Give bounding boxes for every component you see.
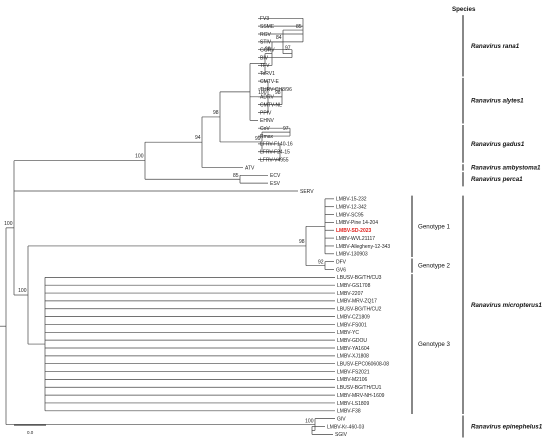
taxon-label: DFV [336, 259, 347, 265]
genotype-label: Genotype 3 [418, 341, 451, 348]
taxon-label: PPIV [260, 110, 272, 116]
taxon-label: LMBV-130903 [336, 252, 368, 258]
taxon-label: ESV [270, 181, 281, 187]
taxon-label: LMBV-SD-2023 [336, 228, 372, 234]
bootstrap-value: 98 [275, 90, 281, 96]
taxon-label: LMBV-FS2021 [337, 369, 370, 375]
bootstrap-value: 98 [213, 110, 219, 116]
taxon-label: Rmax [260, 134, 274, 140]
taxon-label: BIV [260, 55, 269, 61]
bootstrap-value: 100 [258, 90, 267, 96]
taxon-label: LMBV-CZ1809 [337, 314, 370, 320]
bootstrap-value: 92 [318, 260, 324, 266]
taxon-label: LMBV-Allegheny-12-343 [336, 244, 390, 250]
taxon-label: LBUSV-BG/TH/CU2 [337, 307, 382, 313]
clade-brackets: Ranavirus rana1 Ranavirus alytes1 Ranaviru… [411, 15, 543, 438]
bootstrap-value: 98 [265, 47, 271, 53]
taxon-label: LMBV-MRV-ZQ17 [337, 299, 377, 305]
taxon-label: STIV [260, 40, 272, 46]
bootstrap-value: 98 [299, 239, 305, 245]
species-label: Ranavirus rana1 [471, 43, 520, 50]
taxon-label: LBUSV-BG/TH/CU1 [337, 385, 382, 391]
taxon-label: LMBV-MRV-NH-1609 [337, 393, 385, 399]
taxon-label: LMBV-12-342 [336, 205, 367, 211]
taxon-label: LMBV-15-232 [336, 197, 367, 203]
genotype-label: Genotype 2 [418, 263, 451, 270]
taxon-label: THRV-CH8/96 [260, 87, 292, 93]
taxon-label: CoV [260, 126, 270, 132]
bootstrap-value: 100 [305, 419, 314, 425]
taxon-label: CMTV-NL [260, 102, 282, 108]
genotype-label: Genotype 1 [418, 223, 451, 230]
taxon-label: LMBV-Kr-460-03 [327, 424, 364, 430]
taxon-label: LFRV-V4955 [260, 157, 289, 163]
taxon-label: ECV [270, 173, 281, 179]
taxon-label: LBUSV-BG/TH/CU3 [337, 275, 382, 281]
bootstrap-value: 100 [4, 221, 13, 227]
species-label: Ranavirus epinephelus1 [471, 424, 543, 431]
taxon-label: LFRV-F24-15 [260, 150, 290, 156]
taxon-label: SSME [260, 24, 275, 30]
bootstrap-value: 85 [233, 173, 239, 179]
taxon-label: SGIV [335, 432, 348, 438]
taxon-label: TFV [260, 63, 270, 69]
taxon-label: ToRV1 [260, 71, 275, 77]
taxon-label: EHNV [260, 118, 275, 124]
species-header: Species [452, 6, 476, 13]
taxon-label: LMBV-M2106 [337, 377, 368, 383]
taxon-label: GIV [337, 416, 346, 422]
taxon-label: LMBV-Pine 14-204 [336, 220, 378, 226]
taxon-label: LMBV-FS001 [337, 322, 367, 328]
bootstrap-value: 99 [255, 136, 261, 142]
taxon-label: ATV [245, 165, 255, 171]
taxon-label: LMBV-GS1708 [337, 283, 371, 289]
taxon-label: LMBV-F38 [337, 409, 361, 415]
taxon-label: LMBV-GDOU [337, 338, 367, 344]
bootstrap-value: 100 [18, 288, 27, 294]
bootstrap-value: 100 [135, 154, 144, 160]
bootstrap-value: 85 [296, 24, 302, 30]
taxon-label: LFRV-F140-16 [260, 142, 293, 148]
taxon-label: LBUSV-EPC060608-08 [337, 362, 389, 368]
taxon-label: CMTV-E [260, 79, 280, 85]
bootstrap-value: 84 [276, 35, 282, 41]
bootstrap-value: 97 [285, 46, 291, 52]
taxon-label: LMBV-YC [337, 330, 359, 336]
species-label: Ranavirus ambystoma1 [471, 164, 541, 171]
taxon-label: ADRV [260, 95, 274, 101]
taxon-label: LMBV-2207 [337, 291, 363, 297]
taxon-label: LMBV-XJ1808 [337, 354, 369, 360]
taxon-label: LMBV-WVL21117 [336, 236, 375, 242]
taxon-label: GV6 [336, 267, 346, 273]
bootstrap-value: 94 [195, 135, 201, 141]
taxon-label: GGRV [260, 48, 275, 54]
taxon-label: LMBV-YA1604 [337, 346, 370, 352]
species-label: Ranavirus alytes1 [471, 98, 524, 105]
taxon-label: LMBV-SC95 [336, 212, 364, 218]
taxon-label: RGV [260, 32, 272, 38]
species-label: Ranavirus micropterus1 [471, 302, 542, 309]
tree-branches [0, 17, 335, 435]
bootstrap-value: 97 [283, 126, 289, 132]
scale-label: 0.0 [27, 430, 34, 435]
species-label: Ranavirus gadus1 [471, 141, 525, 148]
taxon-label: FV3 [260, 16, 269, 22]
species-label: Ranavirus perca1 [471, 176, 523, 183]
taxon-label: SERV [300, 189, 314, 195]
taxon-label: LMBV-LS1809 [337, 401, 369, 407]
